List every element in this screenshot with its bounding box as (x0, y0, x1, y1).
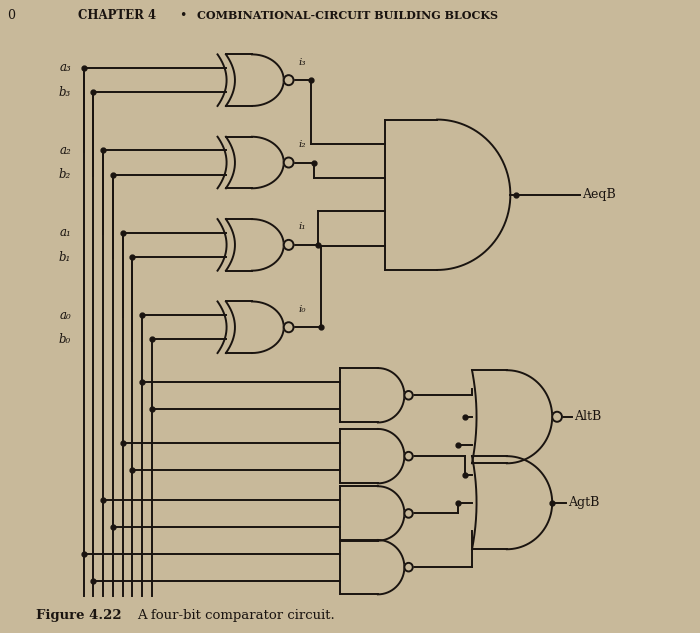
Circle shape (284, 75, 293, 85)
Circle shape (405, 563, 413, 572)
Text: a₁: a₁ (60, 226, 71, 239)
Text: COMBINATIONAL-CIRCUIT BUILDING BLOCKS: COMBINATIONAL-CIRCUIT BUILDING BLOCKS (197, 10, 498, 22)
Text: AeqB: AeqB (582, 188, 616, 201)
Text: A four-bit comparator circuit.: A four-bit comparator circuit. (137, 609, 335, 622)
Text: i₁: i₁ (298, 222, 306, 232)
Text: 0: 0 (7, 9, 15, 22)
Text: a₂: a₂ (60, 144, 71, 157)
Text: i₂: i₂ (298, 140, 306, 149)
Text: b₁: b₁ (59, 251, 71, 263)
Text: a₀: a₀ (60, 308, 71, 322)
Text: AgtB: AgtB (568, 496, 600, 509)
Text: Figure 4.22: Figure 4.22 (36, 609, 122, 622)
Text: CHAPTER 4: CHAPTER 4 (78, 9, 156, 22)
Circle shape (405, 452, 413, 460)
Text: b₀: b₀ (59, 333, 71, 346)
Text: •: • (179, 9, 187, 22)
Circle shape (405, 509, 413, 518)
Circle shape (284, 240, 293, 250)
Text: AltB: AltB (575, 410, 602, 423)
Text: b₂: b₂ (59, 168, 71, 181)
Circle shape (405, 391, 413, 399)
Text: a₃: a₃ (60, 61, 71, 75)
Text: b₃: b₃ (59, 86, 71, 99)
Circle shape (552, 411, 562, 422)
Text: i₀: i₀ (298, 304, 306, 314)
Circle shape (284, 322, 293, 332)
Circle shape (284, 158, 293, 168)
Text: i₃: i₃ (298, 58, 306, 66)
